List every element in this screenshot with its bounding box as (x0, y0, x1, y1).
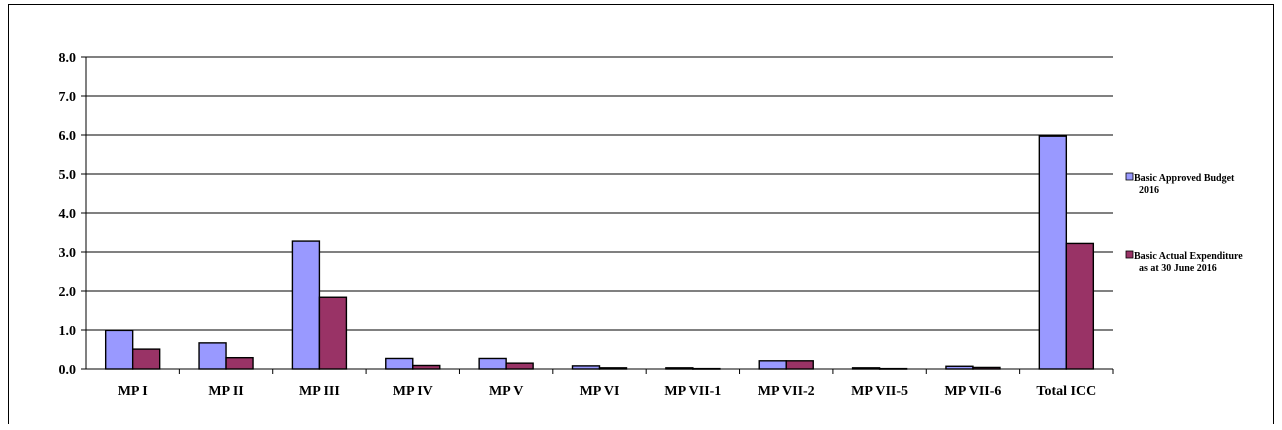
x-category-labels: MP I MP II MP III MP IV MP V MP VI MP VII-1 MP … (118, 384, 1097, 399)
bar-expenditure (412, 364, 441, 370)
x-category-label: MP V (489, 384, 523, 399)
legend-swatch (1125, 172, 1134, 181)
chart-frame (8, 4, 1274, 424)
bar-expenditure (225, 356, 254, 370)
y-tick-label: 5.0 (59, 168, 77, 183)
y-tick-label: 1.0 (59, 324, 77, 339)
y-tick-label: 7.0 (59, 90, 77, 105)
bar-budget (291, 240, 321, 370)
y-tick-label: 0.0 (59, 363, 77, 378)
x-category-label: MP VII-5 (851, 384, 908, 399)
legend-label: Basic Actual Expenditure (1134, 251, 1243, 262)
x-category-label: MP VII-1 (664, 384, 721, 399)
bar-budget (385, 357, 414, 370)
x-category-label: MP I (118, 384, 148, 399)
bar-expenditure (131, 348, 161, 370)
bar-expenditure (1065, 242, 1095, 370)
bars (104, 135, 1095, 370)
gridlines (81, 56, 1113, 370)
x-category-label: MP VII-2 (758, 384, 815, 399)
y-tick-labels: 0.0 1.0 2.0 3.0 4.0 5.0 6.0 7.0 8.0 (59, 51, 77, 378)
y-tick-label: 2.0 (59, 285, 77, 300)
x-category-label: MP II (208, 384, 243, 399)
bar-expenditure (785, 360, 814, 370)
legend-label: Basic Approved Budget (1134, 173, 1235, 184)
x-category-label: MP VI (580, 384, 620, 399)
bar-budget (758, 360, 787, 370)
legend-label: as at 30 June 2016 (1139, 263, 1217, 274)
bar-expenditure (318, 296, 348, 370)
x-category-label: MP VII-6 (944, 384, 1001, 399)
bar-budget (478, 357, 507, 370)
bar-budget (104, 329, 134, 370)
y-tick-label: 6.0 (59, 129, 77, 144)
x-category-label: MP IV (393, 384, 433, 399)
bar-expenditure (505, 362, 534, 370)
legend-label: 2016 (1139, 185, 1159, 196)
x-category-label: Total ICC (1036, 384, 1096, 399)
y-tick-label: 3.0 (59, 246, 77, 261)
y-tick-label: 8.0 (59, 51, 77, 66)
bar-budget (1038, 135, 1068, 370)
x-category-label: MP III (299, 384, 340, 399)
bar-budget (198, 342, 227, 370)
legend-swatch (1125, 250, 1134, 259)
axes (85, 57, 1114, 374)
y-tick-label: 4.0 (59, 207, 77, 222)
